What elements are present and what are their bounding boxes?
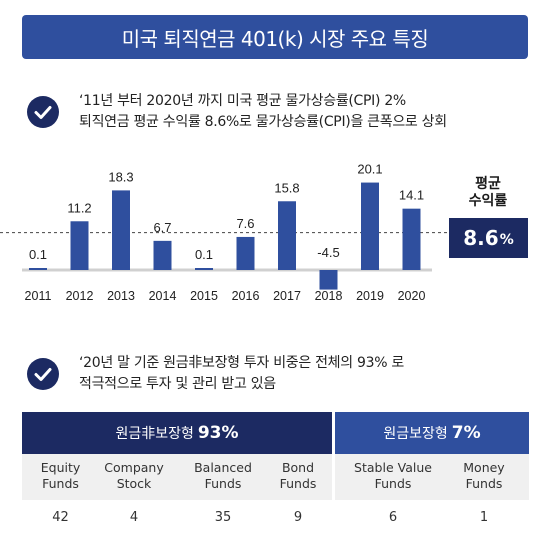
point1-line2: 퇴직연금 평균 수익률 8.6%로 물가상승률(CPI)을 큰폭으로 상회	[79, 114, 447, 130]
bar-2017	[278, 201, 296, 270]
category-line: Company	[104, 460, 164, 475]
category-equity-funds: Equity Funds	[22, 460, 99, 492]
value-balanced-funds: 35	[214, 510, 232, 525]
bar-2018	[319, 270, 338, 290]
average-label-line1: 평균	[475, 176, 501, 192]
data-label: 20.1	[357, 162, 382, 177]
data-label: 6.7	[153, 220, 171, 235]
check-icon	[27, 96, 59, 128]
guaranteed-label: 원금보장형	[383, 426, 448, 442]
category-line: Stock	[116, 476, 152, 491]
category-line: Money	[463, 460, 505, 475]
bar-2016	[236, 236, 255, 270]
data-label: 11.2	[67, 200, 91, 215]
page-title: 미국 퇴직연금 401(k) 시장 주요 특징	[22, 15, 528, 59]
category-money-funds: Money Funds	[444, 460, 524, 492]
bar-2012	[70, 221, 89, 270]
bar-2014	[153, 240, 172, 270]
category-company-stock: Company Stock	[99, 460, 169, 492]
tick-label-2012: 2012	[66, 289, 94, 303]
bar-2015	[195, 268, 213, 270]
category-line: Equity	[40, 460, 81, 475]
category-line: Balanced	[194, 460, 252, 475]
value-money-funds: 1	[479, 510, 489, 525]
category-balanced-funds: Balanced Funds	[180, 460, 266, 492]
average-value: 8.6	[463, 226, 499, 250]
guaranteed-header: 원금보장형 7%	[335, 412, 529, 454]
tick-label-2013: 2013	[107, 289, 135, 303]
tick-label-2019: 2019	[356, 289, 384, 303]
category-bond-funds: Bond Funds	[266, 460, 330, 492]
bar-2013	[112, 190, 130, 270]
tick-label-2014: 2014	[149, 289, 177, 303]
average-value-box: 8.6%	[449, 218, 528, 258]
guaranteed-pct: 7%	[451, 423, 481, 443]
tick-label-2016: 2016	[232, 289, 260, 303]
bar-2011	[29, 268, 47, 270]
category-line: Bond	[281, 460, 315, 475]
value-bond-funds: 9	[293, 510, 303, 525]
point2-line1: ‘20년 말 기준 원금非보장형 투자 비중은 전체의 93% 로	[79, 355, 404, 371]
average-label: 평균 수익률	[449, 176, 527, 210]
check-icon	[27, 358, 59, 390]
bar-2020	[402, 208, 421, 270]
category-line: Funds	[374, 476, 412, 491]
category-line: Funds	[465, 476, 503, 491]
tick-label-2011: 2011	[25, 289, 52, 303]
point1-text: ‘11년 부터 2020년 까지 미국 평균 물가상승률(CPI) 2% 퇴직연…	[79, 91, 447, 133]
data-label: 7.6	[236, 216, 254, 231]
category-line: Funds	[204, 476, 242, 491]
tick-label-2015: 2015	[190, 289, 218, 303]
data-label: 14.1	[399, 188, 424, 203]
data-label: 0.1	[29, 247, 47, 262]
point2-line2: 적극적으로 투자 및 관리 받고 있음	[79, 376, 276, 392]
non-guaranteed-header: 원금非보장형 93%	[22, 412, 332, 454]
bar-2019	[361, 182, 379, 270]
category-line: Funds	[42, 476, 79, 491]
non-guaranteed-category-row	[22, 454, 332, 500]
data-label: 0.1	[195, 247, 213, 262]
data-label: 15.8	[274, 180, 299, 195]
non-guaranteed-pct: 93%	[197, 423, 239, 443]
value-equity-funds: 42	[52, 510, 69, 525]
guaranteed-category-row	[335, 454, 529, 500]
category-line: Funds	[279, 476, 317, 491]
value-company-stock: 4	[129, 510, 139, 525]
average-unit: %	[499, 232, 514, 248]
tick-label-2018: 2018	[315, 289, 343, 303]
average-label-line2: 수익률	[468, 193, 508, 209]
non-guaranteed-label: 원금非보장형	[115, 426, 194, 442]
point2-text: ‘20년 말 기준 원금非보장형 투자 비중은 전체의 93% 로 적극적으로 …	[79, 353, 404, 395]
point1-line1: ‘11년 부터 2020년 까지 미국 평균 물가상승률(CPI) 2%	[79, 93, 406, 109]
data-label: 18.3	[108, 169, 133, 184]
value-stable-value-funds: 6	[388, 510, 398, 525]
category-line: Stable Value	[354, 460, 432, 475]
tick-label-2020: 2020	[398, 289, 426, 303]
category-stable-value-funds: Stable Value Funds	[345, 460, 441, 492]
data-label: -4.5	[317, 245, 339, 260]
returns-bar-chart: 0.1 2011 11.2 2012 18.3 2013 6.7 2014 0.1 2015 7.6…	[0, 162, 450, 303]
tick-label-2017: 2017	[273, 289, 301, 303]
